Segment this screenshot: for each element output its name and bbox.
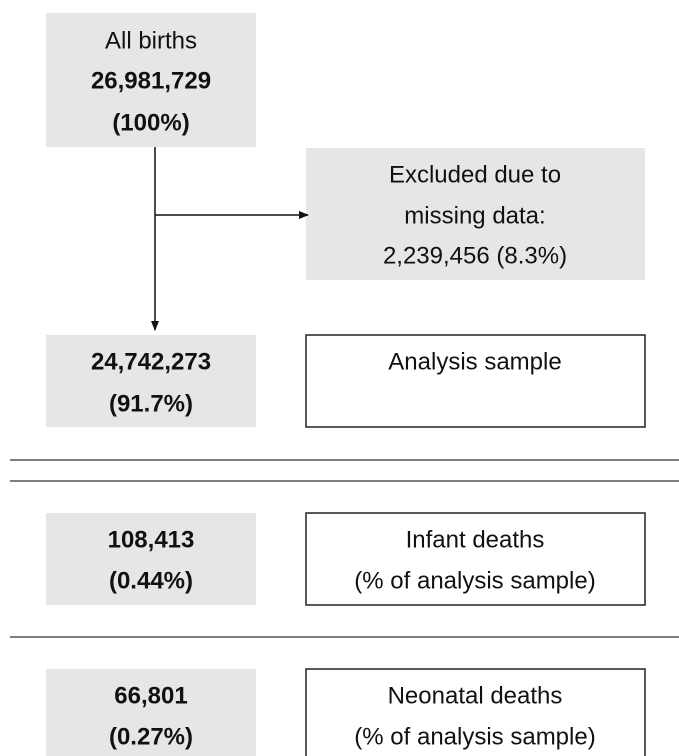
node-text: (0.27%): [109, 723, 193, 750]
node-text: (0.44%): [109, 567, 193, 594]
node-text: (% of analysis sample): [354, 567, 595, 594]
box-infant-count: [46, 513, 256, 605]
node-text: missing data:: [404, 202, 545, 229]
box-neonatal-deaths: [305, 668, 646, 756]
node-text: Analysis sample: [388, 348, 561, 375]
node-text: 24,742,273: [91, 348, 211, 375]
node-text: (100%): [112, 109, 189, 136]
node-text: (% of analysis sample): [354, 723, 595, 750]
node-text: Excluded due to: [389, 161, 561, 188]
node-text: (91.7%): [109, 390, 193, 417]
box-neonatal-count: [46, 669, 256, 756]
node-text: 108,413: [108, 526, 195, 553]
node-text: Infant deaths: [406, 526, 545, 553]
box-sample-count: [46, 335, 256, 427]
box-analysis-sample: [305, 334, 646, 428]
node-text: All births: [105, 27, 197, 54]
node-text: 66,801: [114, 682, 187, 709]
node-text: 26,981,729: [91, 67, 211, 94]
box-excluded: [306, 148, 645, 280]
node-text: Neonatal deaths: [388, 682, 563, 709]
box-infant-deaths: [305, 512, 646, 606]
box-all-births: [46, 13, 256, 147]
node-text: 2,239,456 (8.3%): [383, 242, 567, 269]
